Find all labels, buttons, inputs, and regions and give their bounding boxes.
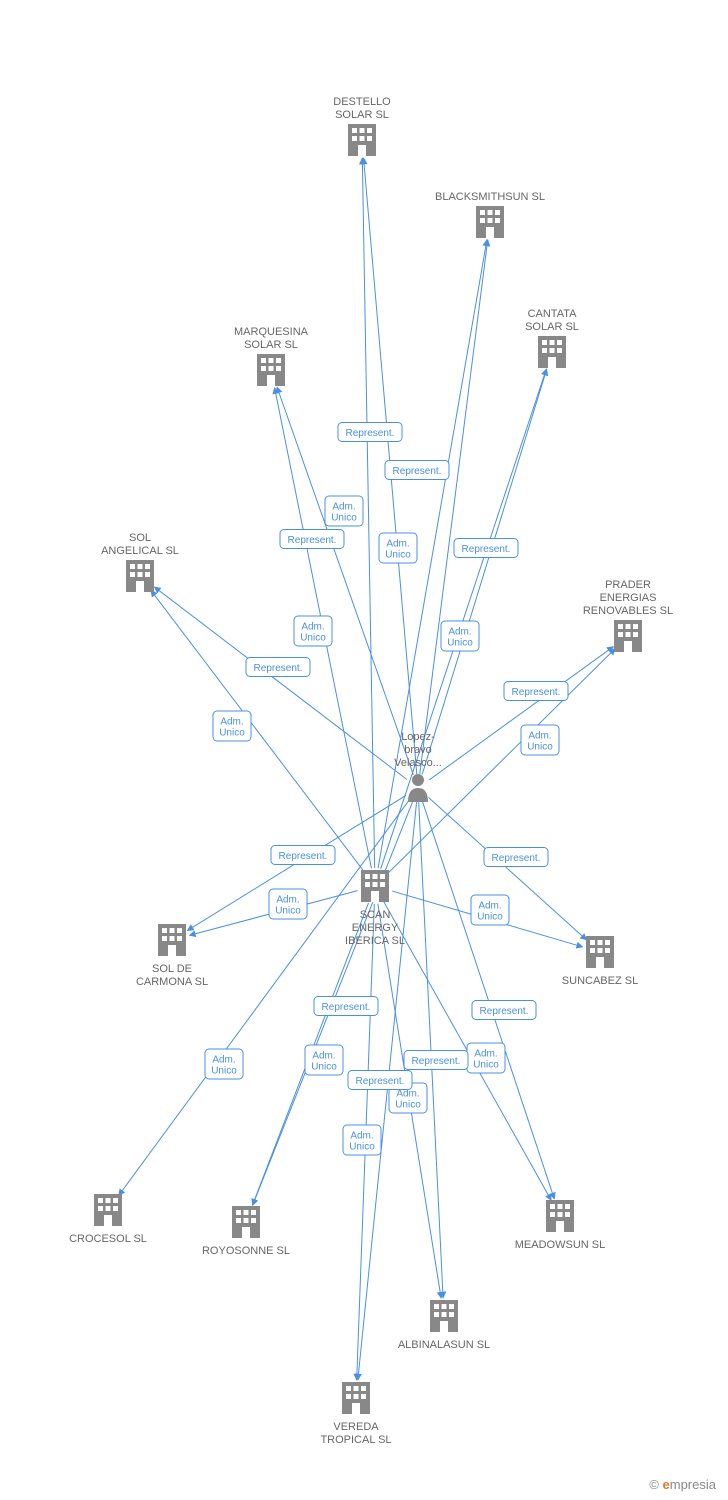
edge-label: Represent.: [480, 1006, 529, 1017]
edge-label: Represent.: [492, 853, 541, 864]
node-label: PRADERENERGIASRENOVABLES SL: [583, 579, 673, 617]
company-node[interactable]: VEREDATROPICAL SL: [320, 1382, 391, 1446]
edge-label: Adm.Unico: [311, 1050, 337, 1072]
edge-label: Represent.: [393, 466, 442, 477]
company-node[interactable]: ROYOSONNE SL: [202, 1206, 290, 1257]
node-label: CROCESOL SL: [69, 1233, 147, 1245]
company-node[interactable]: BLACKSMITHSUN SL: [435, 191, 545, 238]
building-icon: [257, 354, 285, 386]
edge-label: Adm.Unico: [527, 730, 553, 752]
edge-label: Represent.: [254, 663, 303, 674]
company-node[interactable]: SCANENERGYIBERICA SL: [345, 870, 405, 947]
building-icon: [361, 870, 389, 902]
node-label: DESTELLOSOLAR SL: [333, 96, 391, 121]
building-icon: [126, 560, 154, 592]
edge-label: Represent.: [412, 1056, 461, 1067]
network-diagram: Represent.Adm.UnicoRepresent.Adm.UnicoRe…: [0, 0, 728, 1500]
company-node[interactable]: SOLANGELICAL SL: [101, 532, 179, 592]
edge: [429, 647, 613, 780]
brand-e: e: [663, 1477, 670, 1492]
company-node[interactable]: ALBINALASUN SL: [398, 1300, 490, 1351]
node-label: VEREDATROPICAL SL: [320, 1421, 391, 1446]
edge-label: Represent.: [462, 544, 511, 555]
building-icon: [546, 1200, 574, 1232]
building-icon: [232, 1206, 260, 1238]
edge: [420, 240, 488, 774]
edge-label: Adm.Unico: [331, 501, 357, 523]
building-icon: [614, 620, 642, 652]
building-icon: [348, 124, 376, 156]
building-icon: [538, 336, 566, 368]
edge-label: Adm.Unico: [219, 716, 245, 738]
edge-label: Adm.Unico: [275, 894, 301, 916]
edge-label: Represent.: [322, 1002, 371, 1013]
edge: [277, 387, 413, 775]
brand-name: mpresia: [670, 1477, 716, 1492]
node-label: BLACKSMITHSUN SL: [435, 191, 545, 203]
edge-label: Represent.: [356, 1076, 405, 1087]
edge-label: Adm.Unico: [211, 1054, 237, 1076]
building-icon: [94, 1194, 122, 1226]
edge-label: Adm.Unico: [447, 626, 473, 648]
edge-label: Adm.Unico: [477, 900, 503, 922]
edge-label: Represent.: [279, 851, 328, 862]
company-node[interactable]: MARQUESINASOLAR SL: [234, 326, 309, 386]
node-label: CANTATASOLAR SL: [525, 308, 579, 333]
building-icon: [430, 1300, 458, 1332]
company-node[interactable]: DESTELLOSOLAR SL: [333, 96, 391, 156]
edge-label: Represent.: [512, 687, 561, 698]
building-icon: [342, 1382, 370, 1414]
node-label: SUNCABEZ SL: [562, 975, 638, 987]
node-label: MEADOWSUN SL: [515, 1239, 605, 1251]
edge-label: Represent.: [346, 428, 395, 439]
node-label: Lopez-bravoVelasco...: [394, 731, 442, 769]
building-icon: [586, 936, 614, 968]
edge: [381, 369, 547, 869]
person-node[interactable]: Lopez-bravoVelasco...: [394, 731, 442, 802]
company-node[interactable]: MEADOWSUN SL: [515, 1200, 605, 1251]
watermark: © empresia: [649, 1477, 716, 1492]
edge-label: Adm.Unico: [349, 1130, 375, 1152]
company-node[interactable]: CANTATASOLAR SL: [525, 308, 579, 368]
edge-label: Adm.Unico: [300, 621, 326, 643]
node-label: ROYOSONNE SL: [202, 1245, 290, 1257]
edge-label: Represent.: [288, 535, 337, 546]
building-icon: [158, 924, 186, 956]
node-label: SCANENERGYIBERICA SL: [345, 909, 405, 947]
edge-label: Adm.Unico: [385, 538, 411, 560]
edge: [154, 587, 407, 780]
company-node[interactable]: CROCESOL SL: [69, 1194, 147, 1245]
company-node[interactable]: PRADERENERGIASRENOVABLES SL: [583, 579, 673, 652]
node-label: MARQUESINASOLAR SL: [234, 326, 309, 351]
copyright-symbol: ©: [649, 1477, 659, 1492]
edge: [422, 369, 547, 774]
edge-label: Adm.Unico: [473, 1048, 499, 1070]
node-label: SOLANGELICAL SL: [101, 532, 179, 557]
building-icon: [476, 206, 504, 238]
node-label: SOL DECARMONA SL: [136, 963, 208, 988]
edge-label: Adm.Unico: [395, 1088, 421, 1110]
node-label: ALBINALASUN SL: [398, 1339, 490, 1351]
